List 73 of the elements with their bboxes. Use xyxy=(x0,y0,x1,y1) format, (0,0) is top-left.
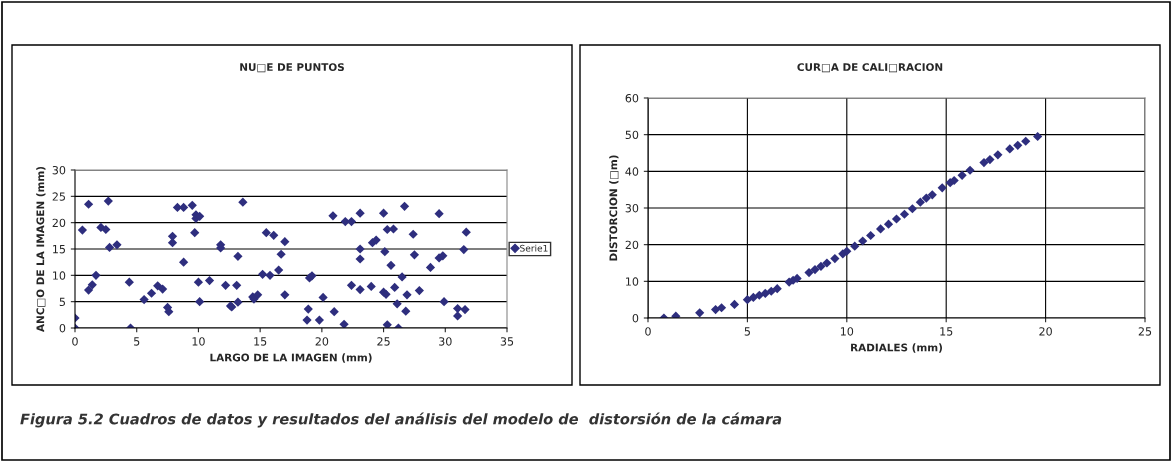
point xyxy=(816,261,826,271)
point xyxy=(842,246,852,256)
x-tick-label: 20 xyxy=(315,337,329,346)
point xyxy=(766,286,776,296)
point xyxy=(760,288,770,299)
point xyxy=(695,308,705,318)
point xyxy=(822,258,832,268)
point xyxy=(1021,136,1031,146)
y-tick-label: 25 xyxy=(52,192,65,201)
x-tick-label: 35 xyxy=(500,337,514,346)
point xyxy=(979,157,989,168)
text: Figura 5.2 Cuadros de datos y resultados del análisis del modelo de distorsión de la cámara xyxy=(20,412,782,428)
y-axis-title: DISTORCION (□m) xyxy=(609,155,619,261)
point xyxy=(754,290,764,300)
point xyxy=(710,304,721,315)
y-tick-label: 60 xyxy=(625,93,639,103)
y-tick-label: 10 xyxy=(53,271,66,280)
point xyxy=(850,241,860,251)
point xyxy=(907,204,918,214)
y-tick-label: 10 xyxy=(626,277,639,286)
chart-title: CUR□A DE CALI□RACION xyxy=(797,63,943,73)
x-tick-label: 0 xyxy=(645,327,651,336)
x-tick-label: 25 xyxy=(1138,327,1152,336)
point xyxy=(804,267,814,278)
y-axis-title: ANC□O DE LA IMAGEN (mm) xyxy=(36,166,46,332)
point xyxy=(748,292,758,303)
x-tick-label: 10 xyxy=(840,327,854,336)
x-tick-label: 0 xyxy=(72,337,78,346)
point xyxy=(1033,131,1043,142)
point xyxy=(1005,144,1015,154)
x-tick-label: 5 xyxy=(134,337,140,346)
y-tick-label: 5 xyxy=(59,297,65,307)
point xyxy=(899,209,910,219)
x-tick-label: 20 xyxy=(1039,327,1052,336)
y-tick-label: 50 xyxy=(625,130,639,140)
point xyxy=(875,224,886,234)
point xyxy=(993,150,1003,160)
point xyxy=(957,170,967,180)
point xyxy=(891,214,902,224)
point xyxy=(810,264,820,275)
y-tick-label: 0 xyxy=(632,313,639,323)
x-tick-label: 5 xyxy=(744,327,750,336)
point xyxy=(772,284,782,294)
y-tick-label: 30 xyxy=(52,165,66,175)
x-tick-label: 25 xyxy=(377,337,390,346)
point xyxy=(716,303,727,313)
x-tick-label: 10 xyxy=(192,337,205,346)
x-tick-label: 15 xyxy=(254,337,267,346)
point xyxy=(937,183,947,193)
point xyxy=(858,236,868,246)
point xyxy=(742,295,753,305)
point xyxy=(830,253,840,264)
point xyxy=(915,197,925,207)
y-tick-label: 20 xyxy=(52,218,66,228)
point xyxy=(671,311,681,318)
chart-title: NU□E DE PUNTOS xyxy=(240,63,344,73)
y-tick-label: 15 xyxy=(53,245,65,254)
point xyxy=(1013,140,1023,150)
point xyxy=(985,154,995,165)
y-tick-label: 20 xyxy=(625,240,639,250)
point xyxy=(921,193,931,203)
point xyxy=(866,230,876,241)
point xyxy=(965,165,975,175)
point xyxy=(927,190,937,200)
point xyxy=(729,299,740,310)
legend-label: Serie1 xyxy=(520,244,548,252)
point xyxy=(883,219,894,229)
x-axis-title: RADIALES (mm) xyxy=(851,343,942,353)
y-tick-label: 30 xyxy=(625,203,639,213)
x-tick-label: 15 xyxy=(940,327,953,336)
x-axis-title: LARGO DE LA IMAGEN (mm) xyxy=(210,353,372,363)
y-tick-label: 40 xyxy=(625,167,639,176)
x-tick-label: 30 xyxy=(439,337,452,346)
